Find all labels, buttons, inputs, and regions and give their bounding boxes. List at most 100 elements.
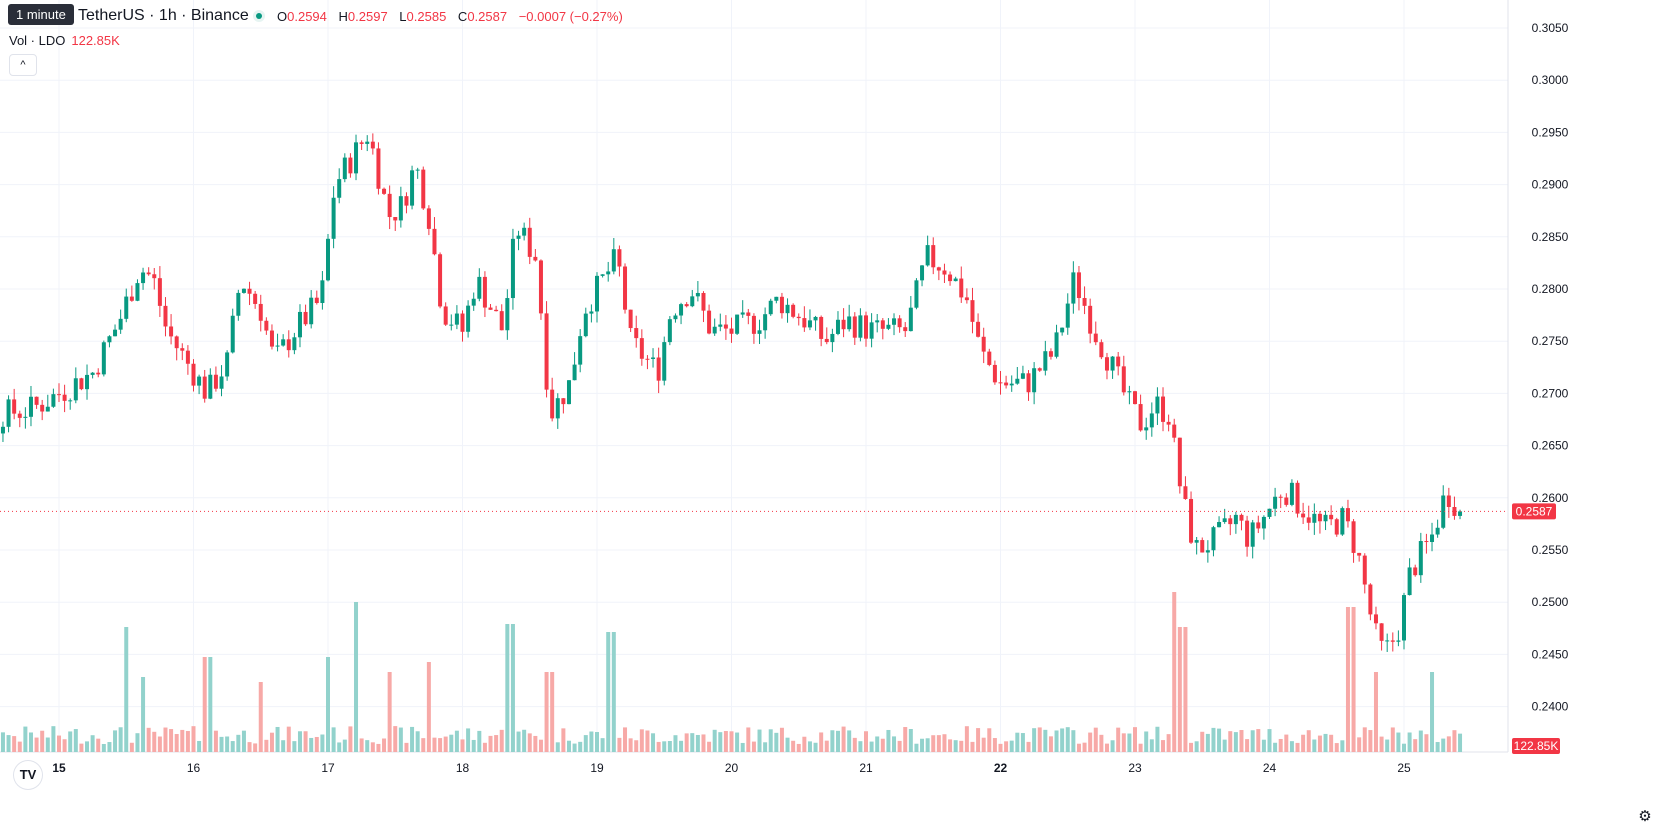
- volume-bar: [740, 742, 745, 752]
- volume-bar: [57, 735, 61, 752]
- volume-bar: [443, 736, 448, 752]
- candle-body: [157, 278, 162, 306]
- volume-bar: [1284, 734, 1289, 752]
- close-value: 0.2587: [467, 9, 508, 24]
- volume-bar: [1133, 727, 1137, 752]
- volume-bar: [337, 742, 342, 752]
- volume-bar: [482, 742, 487, 752]
- time-axis[interactable]: 15 16 17 18 19 20 21 22 23 24 25: [52, 761, 1411, 775]
- candle-body: [667, 319, 672, 343]
- volume-bar: [1071, 730, 1076, 752]
- volume-bar: [348, 726, 353, 752]
- collapse-legend-button[interactable]: ^: [9, 54, 37, 76]
- volume-bar: [454, 730, 459, 752]
- candle-body: [1138, 404, 1143, 431]
- candle-body: [712, 326, 717, 334]
- price-tick-label: 0.3000: [1532, 73, 1569, 87]
- gear-icon[interactable]: ⚙: [1638, 808, 1652, 825]
- volume-bar: [1368, 730, 1373, 752]
- volume-bar: [942, 734, 947, 752]
- time-tick-label: 17: [321, 761, 335, 775]
- tradingview-logo-icon[interactable]: TV: [14, 761, 42, 789]
- volume-bar: [1121, 733, 1126, 752]
- volume-bar: [286, 726, 291, 752]
- candle-body: [415, 169, 420, 171]
- volume-bar: [651, 733, 656, 752]
- candle-body: [85, 374, 90, 390]
- volume-bar: [107, 742, 112, 752]
- volume-bar: [1446, 736, 1451, 752]
- candle-body: [639, 338, 644, 359]
- candle-body: [342, 157, 347, 180]
- candle-body: [62, 394, 67, 401]
- volume-bar: [1458, 733, 1463, 752]
- volume-bar: [639, 729, 644, 752]
- candle-body: [1144, 427, 1149, 431]
- candle-body: [404, 196, 409, 206]
- volume-bar: [628, 738, 633, 752]
- volume-bar: [0, 732, 5, 752]
- volume-bar: [992, 738, 997, 752]
- volume-bar: [768, 729, 773, 752]
- candle-body: [1200, 540, 1205, 553]
- price-axis[interactable]: 0.3050 0.3000 0.2950 0.2900 0.2850 0.2800 0.27…: [1532, 21, 1569, 714]
- volume-bar: [499, 729, 504, 752]
- price-tick-label: 0.2400: [1532, 700, 1569, 714]
- candle-body: [684, 304, 689, 307]
- candle-body: [320, 280, 325, 304]
- candle-body: [494, 309, 499, 312]
- low-label: L: [399, 9, 407, 24]
- candle-body: [354, 142, 359, 174]
- volume-bar: [1222, 739, 1227, 752]
- candle-body: [1323, 514, 1328, 522]
- time-tick-label: 25: [1397, 761, 1411, 775]
- candle-body: [1133, 391, 1137, 405]
- volume-bar: [796, 743, 801, 752]
- candle-body: [1368, 584, 1373, 615]
- symbol-title[interactable]: TetherUS · 1h · Binance: [78, 7, 249, 24]
- volume-bar: [1082, 742, 1087, 752]
- volume-bar: [572, 743, 577, 752]
- volume-bar: [398, 727, 403, 752]
- volume-bar: [695, 734, 700, 752]
- candle-body: [68, 400, 73, 402]
- volume-bar: [1301, 734, 1306, 752]
- volume-bar: [23, 726, 28, 752]
- volume-bar: [583, 735, 588, 752]
- candle-body: [1345, 508, 1350, 522]
- volume-bar: [438, 738, 443, 752]
- candle-body: [1127, 391, 1132, 393]
- candle-body: [1099, 342, 1104, 358]
- volume-bar: [1402, 743, 1406, 752]
- volume-bar: [1373, 672, 1378, 752]
- volume-bar: [998, 743, 1003, 752]
- candle-body: [886, 324, 891, 329]
- volume-bar: [527, 733, 532, 752]
- candle-body: [1020, 373, 1025, 379]
- volume-bar: [1116, 727, 1121, 752]
- volume-bar: [735, 732, 740, 752]
- high-value: 0.2597: [347, 9, 388, 24]
- volume-bar: [505, 624, 510, 752]
- candle-body: [819, 316, 824, 339]
- volume-bar: [382, 738, 387, 752]
- volume-bar: [1076, 743, 1081, 752]
- volume-bar: [1245, 739, 1250, 752]
- candle-body: [292, 337, 297, 351]
- candle-body: [723, 324, 728, 329]
- candle-body: [992, 364, 997, 383]
- candle-body: [432, 228, 437, 255]
- volume-bar: [314, 736, 319, 752]
- volume-bar: [1435, 742, 1440, 752]
- candle-body: [202, 376, 207, 399]
- volume-bar: [623, 727, 628, 752]
- candle-body: [197, 376, 202, 386]
- candle-body: [981, 336, 986, 352]
- volume-bar: [1015, 732, 1020, 752]
- candle-body: [1284, 497, 1289, 505]
- volume-bar: [561, 728, 566, 752]
- candle-body: [28, 396, 33, 417]
- candle-body: [1082, 298, 1087, 306]
- volume-bar: [667, 741, 672, 752]
